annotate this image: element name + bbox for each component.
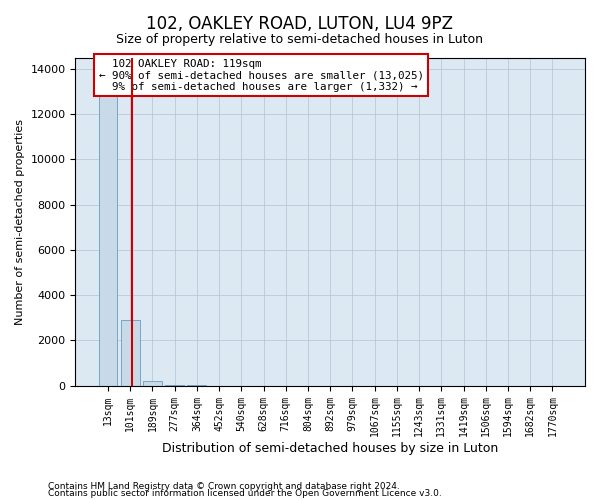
Text: Contains HM Land Registry data © Crown copyright and database right 2024.: Contains HM Land Registry data © Crown c…: [48, 482, 400, 491]
Y-axis label: Number of semi-detached properties: Number of semi-detached properties: [15, 118, 25, 324]
Text: 102 OAKLEY ROAD: 119sqm
← 90% of semi-detached houses are smaller (13,025)
  9% : 102 OAKLEY ROAD: 119sqm ← 90% of semi-de…: [98, 58, 424, 92]
Text: Size of property relative to semi-detached houses in Luton: Size of property relative to semi-detach…: [116, 32, 484, 46]
Text: Contains public sector information licensed under the Open Government Licence v3: Contains public sector information licen…: [48, 489, 442, 498]
Bar: [98, 78, 118, 386]
X-axis label: Distribution of semi-detached houses by size in Luton: Distribution of semi-detached houses by …: [162, 442, 499, 455]
Bar: [121, 320, 140, 386]
Bar: [143, 381, 162, 386]
Text: 102, OAKLEY ROAD, LUTON, LU4 9PZ: 102, OAKLEY ROAD, LUTON, LU4 9PZ: [146, 15, 454, 33]
